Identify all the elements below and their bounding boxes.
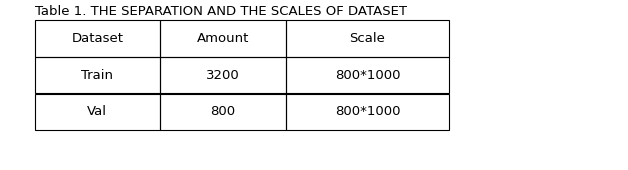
Text: 800*1000: 800*1000 — [335, 69, 400, 82]
Bar — [286, 57, 449, 94]
Bar — [160, 20, 286, 57]
Text: 3200: 3200 — [206, 69, 240, 82]
Bar — [160, 57, 286, 94]
Bar — [286, 94, 449, 130]
Text: 800: 800 — [210, 105, 236, 118]
Text: 800*1000: 800*1000 — [335, 105, 400, 118]
Text: Train: Train — [82, 69, 113, 82]
Bar — [35, 57, 160, 94]
Text: Scale: Scale — [349, 32, 386, 45]
Bar — [35, 94, 160, 130]
Text: Dataset: Dataset — [72, 32, 123, 45]
Bar — [35, 20, 160, 57]
Text: Amount: Amount — [197, 32, 249, 45]
Bar — [286, 20, 449, 57]
Text: Table 1. THE SEPARATION AND THE SCALES OF DATASET: Table 1. THE SEPARATION AND THE SCALES O… — [35, 5, 406, 18]
Bar — [160, 94, 286, 130]
Text: Val: Val — [87, 105, 107, 118]
